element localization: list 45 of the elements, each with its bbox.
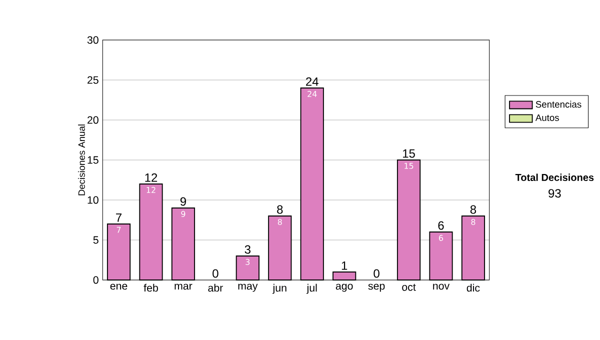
y-tick-label: 0: [93, 276, 98, 284]
x-tick-label: mar: [174, 284, 192, 290]
x-tick-label: abr: [208, 284, 223, 292]
text: Total Decisiones: [515, 174, 594, 182]
data-label: 8: [278, 218, 282, 225]
total-label: 8: [470, 205, 476, 214]
y-tick-label: 15: [88, 156, 98, 164]
data-label: 3: [246, 258, 250, 265]
total-label: 0: [374, 269, 380, 278]
x-tick-label: oct: [402, 284, 416, 291]
total-label: 15: [403, 149, 415, 158]
x-tick-label: feb: [144, 284, 158, 292]
data-label: 15: [404, 162, 414, 169]
data-label: 6: [439, 234, 444, 241]
total-label: 6: [438, 221, 444, 230]
data-label: 12: [146, 186, 156, 193]
x-tick-label: dic: [466, 284, 480, 292]
data-label: 9: [181, 210, 186, 217]
x-tick-label: jun: [272, 284, 286, 294]
data-label: 8: [471, 218, 476, 225]
x-tick-label: nov: [433, 284, 450, 290]
total-label: 7: [116, 213, 122, 222]
legend-label: Autos: [535, 114, 559, 121]
y-tick-label: 5: [93, 236, 98, 244]
total-label: 9: [180, 197, 186, 206]
x-tick-label: may: [238, 284, 258, 292]
total-label: 1: [342, 261, 348, 270]
y-tick-label: 25: [88, 76, 98, 84]
total-label: 8: [277, 205, 283, 214]
text: 93: [548, 189, 561, 198]
y-tick-label: 10: [88, 196, 98, 204]
y-axis-title: Decisiones Anual: [78, 124, 85, 196]
x-tick-label: sep: [368, 284, 385, 292]
y-tick-label: 30: [87, 36, 98, 44]
legend-label: Sentencias: [536, 100, 582, 108]
data-label: 24: [308, 90, 317, 97]
x-tick-label: ene: [110, 284, 128, 290]
data-label: 7: [116, 226, 121, 233]
total-label: 12: [145, 173, 158, 182]
x-tick-label: ago: [336, 284, 353, 292]
x-tick-label: jul: [306, 284, 317, 294]
y-tick-label: 20: [88, 116, 98, 124]
total-label: 3: [244, 245, 250, 254]
total-label: 24: [306, 77, 318, 86]
total-label: 0: [212, 269, 218, 278]
